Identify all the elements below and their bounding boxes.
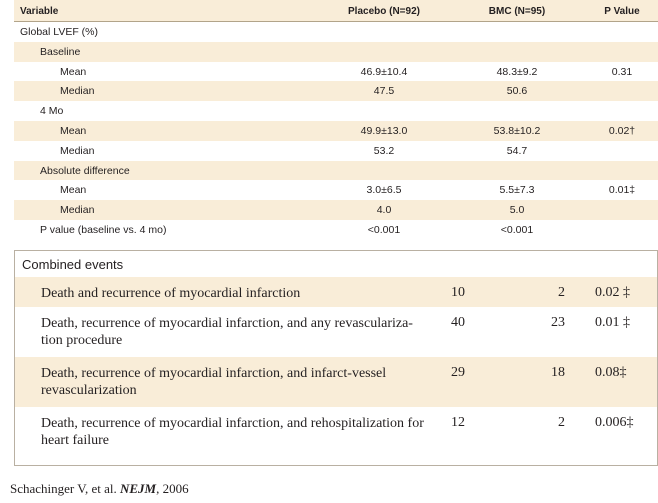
header-bmc: BMC (N=95): [488, 6, 546, 17]
table-row: Death, recurrence of myocardial infarcti…: [15, 307, 657, 357]
bmc-value: 54.7: [506, 144, 528, 157]
row-label: Mean: [60, 65, 87, 78]
table-row: 4 Mo: [14, 101, 658, 121]
p-value: 0.02 ‡: [595, 285, 630, 300]
row-label: Global LVEF (%): [20, 26, 98, 38]
row-label: Absolute difference: [40, 164, 130, 177]
bmc-count: 23: [551, 315, 565, 330]
placebo-value: <0.001: [367, 223, 401, 236]
row-label: P value (baseline vs. 4 mo): [40, 223, 167, 236]
combined-events-body: Death and recurrence of myocardial infar…: [15, 277, 657, 463]
table-row: Death, recurrence of myocardial infarcti…: [15, 407, 657, 463]
table-row: Baseline: [14, 41, 658, 62]
placebo-count: 40: [451, 315, 465, 330]
header-placebo: Placebo (N=92): [348, 6, 420, 17]
row-label: 4 Mo: [40, 105, 64, 118]
bmc-value: 50.6: [506, 85, 528, 98]
event-label: Death and recurrence of myocardial infar…: [41, 286, 301, 301]
table-row: Median 53.2 54.7: [14, 141, 658, 161]
bmc-value: 53.8±10.2: [493, 124, 541, 137]
placebo-value: 53.2: [373, 144, 395, 157]
row-label: Median: [60, 204, 95, 217]
placebo-value: 46.9±10.4: [360, 65, 408, 78]
table-row: P value (baseline vs. 4 mo) <0.001 <0.001: [14, 220, 658, 240]
table-row: Absolute difference: [14, 160, 658, 181]
citation-journal: NEJM: [120, 481, 157, 496]
bmc-count: 2: [558, 285, 565, 300]
lvef-table-header: Variable Placebo (N=92) BMC (N=95) P Val…: [14, 0, 658, 22]
combined-events-table: Combined events Death and recurrence of …: [14, 250, 658, 466]
event-label: Death, recurrence of myocardial infarcti…: [41, 416, 424, 448]
placebo-count: 29: [451, 365, 465, 380]
table-row: Death, recurrence of myocardial infarcti…: [15, 357, 657, 407]
p-value: 0.31: [611, 65, 633, 78]
header-rule: [14, 21, 658, 22]
citation: Schachinger V, et al. NEJM, 2006: [10, 481, 189, 497]
table-row: Death and recurrence of myocardial infar…: [15, 277, 657, 307]
event-label: Death, recurrence of myocardial infarcti…: [41, 316, 413, 348]
lvef-table-body: Global LVEF (%) Baseline Mean 46.9±10.4 48.3…: [14, 22, 658, 240]
row-label: Baseline: [40, 45, 81, 58]
table-row: Median 4.0 5.0: [14, 200, 658, 220]
bmc-value: 5.0: [509, 204, 525, 217]
citation-year: , 2006: [156, 481, 189, 496]
row-label: Median: [60, 85, 95, 98]
bmc-value: 48.3±9.2: [496, 65, 538, 78]
p-value: 0.01‡: [608, 184, 636, 197]
lvef-table: Variable Placebo (N=92) BMC (N=95) P Val…: [14, 0, 658, 240]
p-value: 0.006‡: [595, 415, 634, 430]
bmc-count: 2: [558, 415, 565, 430]
placebo-count: 12: [451, 415, 465, 430]
table-row: Mean 3.0±6.5 5.5±7.3 0.01‡: [14, 180, 658, 200]
placebo-value: 47.5: [373, 85, 395, 98]
p-value: 0.02†: [608, 124, 636, 137]
citation-authors: Schachinger V, et al.: [10, 481, 117, 496]
placebo-value: 3.0±6.5: [366, 184, 402, 197]
table-row: Mean 49.9±13.0 53.8±10.2 0.02†: [14, 120, 658, 141]
table-row: Median 47.5 50.6: [14, 81, 658, 102]
event-label: Death, recurrence of myocardial infarcti…: [41, 366, 387, 398]
header-variable: Variable: [20, 6, 59, 17]
placebo-count: 10: [451, 285, 465, 300]
table-row: Global LVEF (%): [14, 22, 658, 42]
placebo-value: 4.0: [376, 204, 392, 217]
row-label: Median: [60, 144, 95, 157]
row-label: Mean: [60, 124, 87, 137]
table-row: Mean 46.9±10.4 48.3±9.2 0.31: [14, 62, 658, 82]
row-label: Mean: [60, 184, 87, 197]
placebo-value: 49.9±13.0: [360, 124, 408, 137]
p-value: 0.08‡: [595, 365, 627, 380]
header-p-value: P Value: [604, 6, 640, 17]
bmc-value: 5.5±7.3: [499, 184, 535, 197]
bmc-count: 18: [551, 365, 565, 380]
bmc-value: <0.001: [500, 223, 534, 236]
combined-events-title: Combined events: [22, 257, 124, 272]
p-value: 0.01 ‡: [595, 315, 630, 330]
